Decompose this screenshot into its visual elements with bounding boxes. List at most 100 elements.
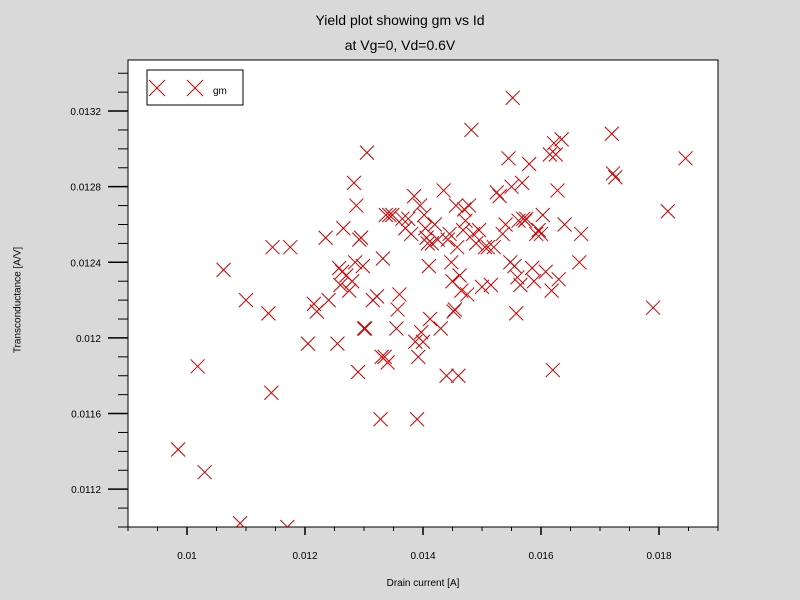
data-point <box>261 305 276 321</box>
data-point <box>447 302 463 317</box>
data-point <box>443 254 459 270</box>
data-point <box>373 411 388 427</box>
data-point <box>554 132 570 147</box>
data-point <box>446 304 462 319</box>
data-point <box>416 207 432 223</box>
data-point <box>521 156 537 172</box>
data-point <box>550 183 565 198</box>
data-point <box>279 519 295 527</box>
data-point <box>407 334 423 350</box>
data-point <box>458 213 473 229</box>
data-point <box>382 207 397 223</box>
data-point <box>436 183 452 198</box>
data-point <box>394 211 410 227</box>
data-point <box>510 270 525 285</box>
data-point <box>528 226 544 242</box>
data-point <box>330 336 345 351</box>
x-tick-label: 0.012 <box>292 551 317 562</box>
data-point <box>344 273 360 289</box>
data-point <box>318 230 334 246</box>
data-point <box>526 273 542 289</box>
data-point <box>410 349 426 365</box>
data-point <box>557 217 572 232</box>
y-tick-label: 0.0132 <box>70 107 101 118</box>
y-tick-label: 0.0128 <box>70 183 101 194</box>
data-point <box>348 198 364 213</box>
data-point <box>542 147 558 162</box>
data-point <box>415 334 431 350</box>
data-point <box>359 145 375 160</box>
data-point <box>535 207 551 223</box>
data-point <box>645 300 661 316</box>
data-point <box>264 385 279 401</box>
data-point <box>442 226 457 242</box>
data-point <box>238 292 254 308</box>
data-point <box>518 211 534 227</box>
data-point <box>190 358 205 374</box>
data-point <box>545 362 561 378</box>
data-point <box>282 239 298 255</box>
data-point <box>300 336 316 351</box>
data-point <box>369 288 385 304</box>
data-point <box>455 222 471 238</box>
x-tick-label: 0.018 <box>646 551 671 562</box>
data-point <box>356 321 372 336</box>
data-point <box>451 368 466 384</box>
data-point <box>420 236 436 251</box>
data-point <box>507 258 522 274</box>
data-point <box>505 90 521 106</box>
data-point <box>486 239 502 255</box>
data-point <box>604 126 620 142</box>
data-point <box>321 292 336 308</box>
axis-ticks: 0.01 0.012 0.014 0.016 0.018 0.0112 0.0116 0.01… <box>70 72 719 562</box>
data-point <box>197 464 213 480</box>
legend: gm <box>146 69 244 106</box>
data-point <box>538 264 554 280</box>
data-point <box>422 311 438 327</box>
data-point <box>573 226 589 242</box>
data-point <box>341 283 357 299</box>
data-point <box>452 268 467 283</box>
data-point <box>380 355 395 370</box>
x-tick-label: 0.016 <box>528 551 553 562</box>
data-point <box>377 349 393 365</box>
data-point <box>605 166 621 181</box>
data-point <box>427 217 443 232</box>
data-point <box>489 184 505 200</box>
data-point <box>517 213 533 229</box>
data-point <box>474 279 490 295</box>
data-point <box>514 175 530 191</box>
data-point <box>413 324 429 340</box>
data-point <box>439 368 454 384</box>
data-point <box>390 302 405 317</box>
data-point <box>392 287 407 302</box>
data-point <box>448 198 464 213</box>
y-tick-label: 0.0112 <box>71 485 101 496</box>
data-point <box>471 222 487 238</box>
data-point <box>480 239 496 255</box>
data-point <box>498 217 513 232</box>
data-point <box>548 147 564 162</box>
data-point <box>421 258 437 274</box>
data-point <box>378 207 394 223</box>
data-point <box>357 321 373 336</box>
data-point <box>501 150 516 166</box>
y-tick-label: 0.0124 <box>70 258 101 269</box>
data-point <box>483 277 499 293</box>
x-tick-label: 0.014 <box>410 551 435 562</box>
data-point <box>353 230 369 246</box>
data-point <box>571 254 587 270</box>
data-point <box>533 226 549 242</box>
data-point <box>495 226 511 242</box>
data-point <box>551 271 567 287</box>
data-point <box>607 169 623 185</box>
data-point <box>409 411 425 427</box>
data-point <box>406 188 422 204</box>
data-point <box>384 207 400 223</box>
data-point <box>350 364 366 380</box>
y-tick-label: 0.012 <box>76 334 101 345</box>
data-point <box>216 262 231 278</box>
data-point <box>333 277 348 293</box>
data-point <box>456 202 472 217</box>
